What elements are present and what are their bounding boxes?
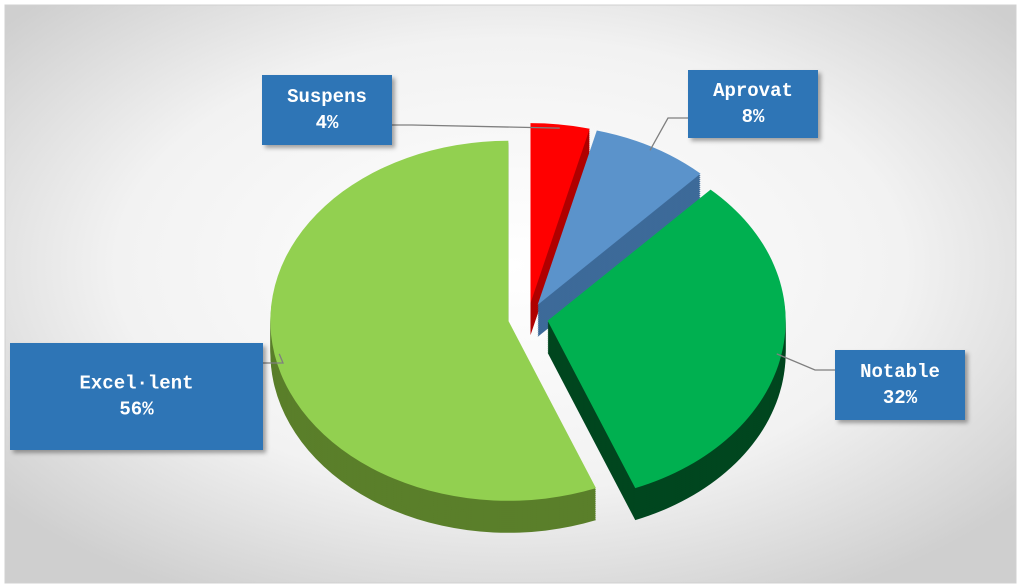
pie-slice <box>270 140 596 501</box>
label-value: 8% <box>742 106 765 128</box>
label-category: Suspens <box>287 86 367 108</box>
leader-line <box>263 353 284 364</box>
label-value: 32% <box>883 387 918 409</box>
label-value: 4% <box>316 112 339 134</box>
label-box <box>10 343 263 450</box>
leader-line <box>776 353 835 371</box>
label-category: Aprovat <box>713 80 793 102</box>
slice-tops <box>270 123 786 501</box>
label-box <box>262 75 392 145</box>
leader-line <box>649 117 688 151</box>
pie-slice <box>537 130 701 305</box>
data-labels: Suspens 4% Aprovat 8% Notable 32% Excel·lent 56… <box>10 70 965 450</box>
leader-line <box>392 124 560 129</box>
label-category: Notable <box>860 361 940 383</box>
pie-slice <box>530 123 590 304</box>
label-category: Excel·lent <box>79 373 193 395</box>
pie-slice <box>547 189 786 489</box>
label-box <box>688 70 818 138</box>
label-value: 56% <box>119 399 154 421</box>
label-box <box>835 350 965 420</box>
